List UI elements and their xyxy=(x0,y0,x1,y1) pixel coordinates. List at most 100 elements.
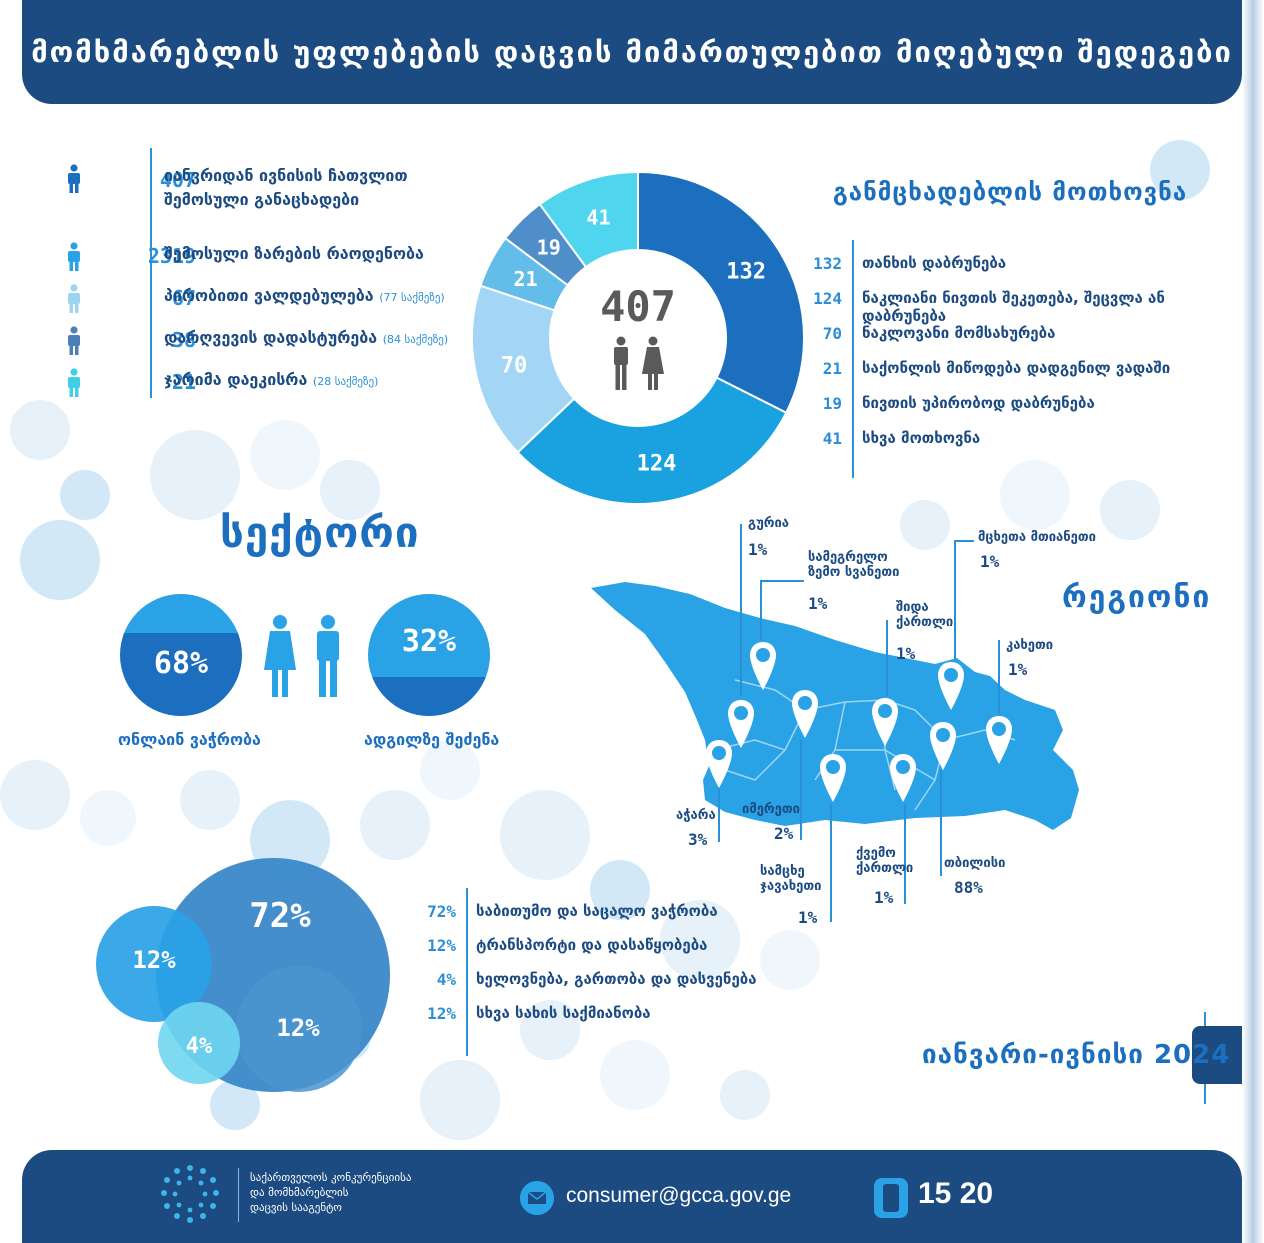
legend-row: 12% ტრანსპორტი და დასაწყობება xyxy=(410,936,770,966)
regions-title: რეგიონი xyxy=(1062,580,1212,615)
leader-line xyxy=(718,788,720,842)
stat-label-text: ჯარიმა დაეკისრა xyxy=(164,370,308,389)
decor-circle xyxy=(80,790,136,846)
onsite-bottom-fill xyxy=(368,676,490,716)
decor-circle xyxy=(660,900,740,980)
decor-circle xyxy=(180,770,240,830)
leader-line xyxy=(954,540,974,542)
region-name: სამეგრელო ზემო სვანეთი xyxy=(808,550,899,580)
map-pin-icon xyxy=(872,698,898,746)
stat-label: შემოსული ზარების რაოდენობა xyxy=(164,244,424,263)
person-icon xyxy=(68,368,80,397)
decor-circle xyxy=(420,1060,500,1140)
leader-line xyxy=(998,640,1000,714)
decor-circle xyxy=(1100,480,1160,540)
donut-slice xyxy=(516,376,788,505)
stat-note: (84 საქმეზე) xyxy=(382,333,449,346)
stat-note: (77 საქმეზე) xyxy=(379,291,445,304)
sectors-divider xyxy=(466,888,468,1056)
donut-slice-label: 41 xyxy=(586,205,610,229)
region-name: იმერეთი xyxy=(742,802,800,817)
legend-value: 132 xyxy=(813,254,842,273)
stat-label-line2: შემოსული განაცხადები xyxy=(164,190,360,209)
mail-icon xyxy=(520,1181,554,1215)
person-icon xyxy=(68,242,80,271)
leader-line xyxy=(954,540,956,660)
legend-value: 21 xyxy=(822,359,842,378)
leader-line xyxy=(830,804,832,922)
donut-slice xyxy=(538,170,639,269)
leader-line xyxy=(740,524,742,696)
bubble-other xyxy=(236,966,362,1092)
decor-circle xyxy=(590,860,650,920)
legend-label: საქონლის მიწოდება დადგენილ ვადაში xyxy=(862,359,1171,377)
region-name: თბილისი xyxy=(944,856,1006,871)
decor-circle xyxy=(0,760,70,830)
map-pin-icon xyxy=(938,662,964,710)
decor-circle xyxy=(720,1070,770,1120)
legend-value: 19 xyxy=(822,394,842,413)
leader-line xyxy=(760,580,762,640)
donut-slice-label: 19 xyxy=(537,236,561,260)
legend-value: 72% xyxy=(427,902,456,921)
legend-value: 4% xyxy=(436,970,456,989)
decor-circle xyxy=(1000,460,1070,530)
decor-circle xyxy=(900,500,950,550)
legend-value: 41 xyxy=(822,429,842,448)
bubble-arts xyxy=(158,1002,240,1084)
map-pin-icon xyxy=(986,716,1012,764)
period-tab xyxy=(1192,1026,1242,1084)
stat-label: პირობითი ვალდებულება (77 საქმეზე) xyxy=(164,284,445,310)
donut-slice-label: 132 xyxy=(726,259,766,284)
agency-name-line3: დაცვის სააგენტო xyxy=(250,1201,342,1214)
legend-value: 70 xyxy=(822,324,842,343)
legend-label: სხვა მოთხოვნა xyxy=(862,429,981,447)
donut-total: 407 xyxy=(600,282,676,331)
requests-title: განმცხადებლის მოთხოვნა xyxy=(832,178,1188,206)
decor-circle xyxy=(420,740,480,800)
contact-phone[interactable]: 15 20 xyxy=(918,1177,994,1210)
region-name-line2: ჯავახეთი xyxy=(760,879,822,894)
period-label: იანვარი-ივნისი 2024 xyxy=(922,1040,1231,1070)
contact-email[interactable]: consumer@gcca.gov.ge xyxy=(566,1184,792,1207)
person-icon xyxy=(68,164,80,193)
online-bottom-fill xyxy=(120,633,242,716)
region-name: ქვემო ქართლი xyxy=(856,846,913,876)
stat-label: ჯარიმა დაეკისრა (28 საქმეზე) xyxy=(164,368,378,394)
agency-logo-icon xyxy=(161,1165,219,1223)
stat-value: 2319 xyxy=(147,244,196,268)
legend-label: ტრანსპორტი და დასაწყობება xyxy=(476,936,708,954)
legend-row: 4% ხელოვნება, გართობა და დასვენება xyxy=(410,970,770,1000)
stat-label-line1: იანვრიდან ივნისის ჩათვლით xyxy=(164,166,408,185)
legend-value: 124 xyxy=(813,289,842,308)
region-name: შიდა ქართლი xyxy=(896,600,953,630)
region-name: გურია xyxy=(748,516,789,531)
region-value: 1% xyxy=(874,888,894,907)
donut-slice-label: 124 xyxy=(637,452,677,477)
region-value: 2% xyxy=(774,824,794,843)
bubble-value: 4% xyxy=(185,1034,213,1059)
legend-row: 70 ნაკლოვანი მომსახურება xyxy=(790,324,1230,354)
decor-circle xyxy=(250,420,320,490)
leader-line xyxy=(760,580,804,582)
region-name: კახეთი xyxy=(1006,638,1054,653)
stat-label: იანვრიდან ივნისის ჩათვლით შემოსული განაც… xyxy=(164,164,408,212)
legend-label: ნაკლიანი ნივთის შეკეთება, შეცვლა ან დაბრ… xyxy=(862,289,1165,325)
map-pin-icon xyxy=(706,740,732,788)
region-name-line1: შიდა xyxy=(896,600,929,615)
map-pin-icon xyxy=(820,754,846,802)
legend-row: 41 სხვა მოთხოვნა xyxy=(790,429,1230,459)
map-pin-icon xyxy=(750,642,776,690)
region-value: 1% xyxy=(896,644,916,663)
decor-circle xyxy=(20,520,100,600)
person-icon xyxy=(68,284,80,313)
legend-row: 72% საბითუმო და საცალო ვაჭრობა xyxy=(410,902,770,932)
right-frame xyxy=(1242,0,1264,1243)
stat-label: დარღვევის დადასტურება (84 საქმეზე) xyxy=(164,326,448,352)
region-name: მცხეთა მთიანეთი xyxy=(978,530,1096,545)
legend-label: სხვა სახის საქმიანობა xyxy=(476,1004,651,1022)
decor-circle xyxy=(600,1040,670,1110)
decor-circle xyxy=(520,1000,580,1060)
map-pin-icon xyxy=(890,754,916,802)
legend-label: ხელოვნება, გართობა და დასვენება xyxy=(476,970,757,988)
